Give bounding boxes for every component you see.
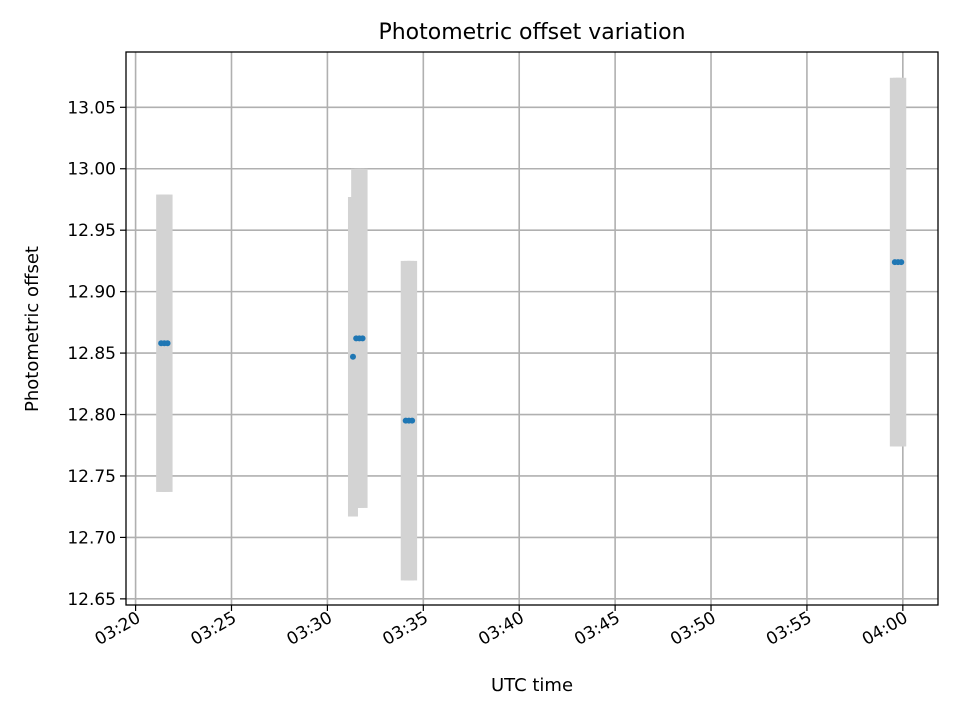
y-tick-label: 12.95 [67,221,116,241]
y-tick-label: 13.05 [67,98,116,118]
data-point [349,353,356,360]
x-tick-label: 03:20 [92,608,144,650]
y-tick-label: 12.85 [67,344,116,364]
x-tick-label: 03:45 [571,608,623,650]
chart-title: Photometric offset variation [378,20,685,45]
x-tick-label: 03:30 [283,608,335,650]
x-axis-label: UTC time [491,675,573,696]
x-tick-label: 04:00 [859,608,911,650]
data-point [164,340,171,347]
x-tick-label: 03:55 [763,608,815,650]
grid [126,52,938,605]
data-point [359,335,366,342]
data-points [158,259,905,424]
data-point [898,259,905,266]
plot-frame [125,51,939,606]
y-tick-label: 12.90 [67,283,116,303]
y-tick-label: 13.00 [67,160,116,180]
y-tick-label: 12.70 [67,528,116,548]
y-axis-label: Photometric offset [22,246,43,412]
y-tick-label: 12.75 [67,467,116,487]
x-tick-label: 03:35 [379,608,431,650]
y-axis-ticks: 12.65 12.70 12.75 12.80 12.85 12.90 12.95 13.00… [67,98,126,610]
y-tick-label: 12.65 [67,590,116,610]
x-axis-ticks: 03:20 03:25 03:30 03:35 03:40 03:45 03:50 03:55… [92,605,911,650]
x-tick-label: 03:40 [475,608,527,650]
x-tick-label: 03:25 [188,608,240,650]
x-tick-label: 03:50 [667,608,719,650]
y-tick-label: 12.80 [67,406,116,426]
data-point [409,417,416,424]
error-bars [156,77,907,581]
